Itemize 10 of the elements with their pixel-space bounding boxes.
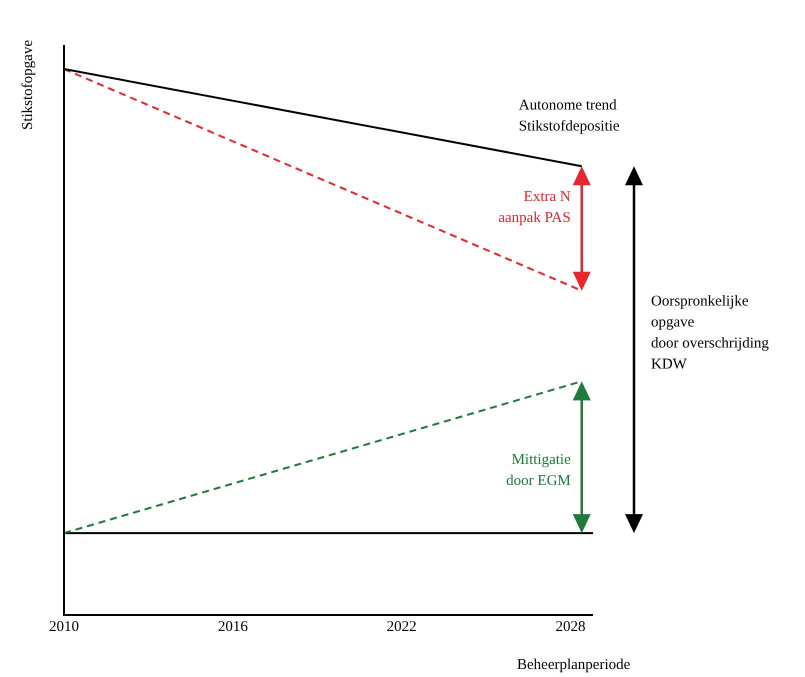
x-axis-title: Beheerplanperiode bbox=[517, 656, 631, 673]
x-tick-label: 2022 bbox=[386, 618, 417, 635]
annotation: Extra N aanpak PAS bbox=[498, 189, 571, 226]
x-tick-label: 2010 bbox=[49, 618, 79, 635]
annotation: Mittigatie door EGM bbox=[506, 452, 572, 489]
text: Oorspronkelijke opgave door overschrijding KDW bbox=[651, 294, 770, 373]
x-tick-label: 2016 bbox=[218, 618, 248, 635]
annotation: Autonome trend Stikstofdepositie bbox=[518, 98, 620, 135]
x-tick-label: 2028 bbox=[555, 618, 586, 635]
y-axis-title: Stikstofopgave bbox=[20, 40, 36, 130]
